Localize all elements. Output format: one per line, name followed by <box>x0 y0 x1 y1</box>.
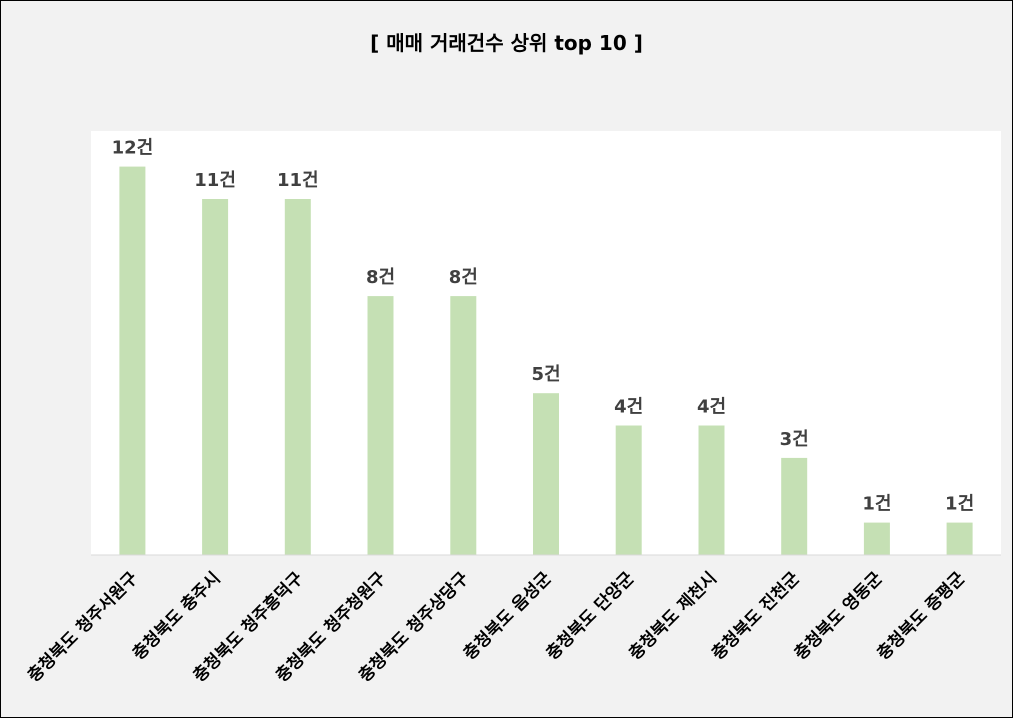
bar-11 <box>946 522 973 555</box>
bar-4 <box>367 296 394 555</box>
category-label-10: 충청북도 영동군 <box>790 567 887 664</box>
data-label-1: 12건 <box>112 138 154 159</box>
data-label-9: 3건 <box>780 429 809 450</box>
data-label-11: 1건 <box>945 494 974 515</box>
bar-1 <box>119 166 146 555</box>
data-label-10: 1건 <box>862 494 891 515</box>
bar-3 <box>284 199 311 555</box>
category-label-1: 충청북도 청주서원구 <box>23 567 142 686</box>
category-label-2: 충청북도 충주시 <box>128 568 224 664</box>
data-label-7: 4건 <box>614 397 643 418</box>
data-label-6: 5건 <box>531 364 560 385</box>
category-label-8: 충청북도 제천시 <box>625 568 721 664</box>
bar-5 <box>450 296 477 555</box>
bar-9 <box>781 457 808 555</box>
data-label-5: 8건 <box>449 267 478 288</box>
data-labels-group: 12건 11건 11건 8건 8건 5건 4건 4건 3건 1건 1건 <box>112 138 975 515</box>
bar-2 <box>202 199 229 555</box>
data-label-8: 4건 <box>697 397 726 418</box>
bar-6 <box>533 393 559 555</box>
bars-group <box>119 166 973 555</box>
bar-8 <box>698 425 725 555</box>
data-label-3: 11건 <box>277 170 319 191</box>
category-label-11: 충청북도 증평군 <box>873 567 970 664</box>
data-label-4: 8건 <box>366 267 395 288</box>
data-label-2: 11건 <box>194 170 236 191</box>
bar-10 <box>863 522 890 555</box>
category-label-6: 충청북도 음성군 <box>459 567 556 664</box>
chart-title: [ 매매 거래건수 상위 top 10 ] <box>370 31 643 55</box>
category-label-9: 충청북도 진천군 <box>707 567 804 664</box>
bar-7 <box>615 425 642 555</box>
category-label-7: 충청북도 단양군 <box>542 567 639 664</box>
